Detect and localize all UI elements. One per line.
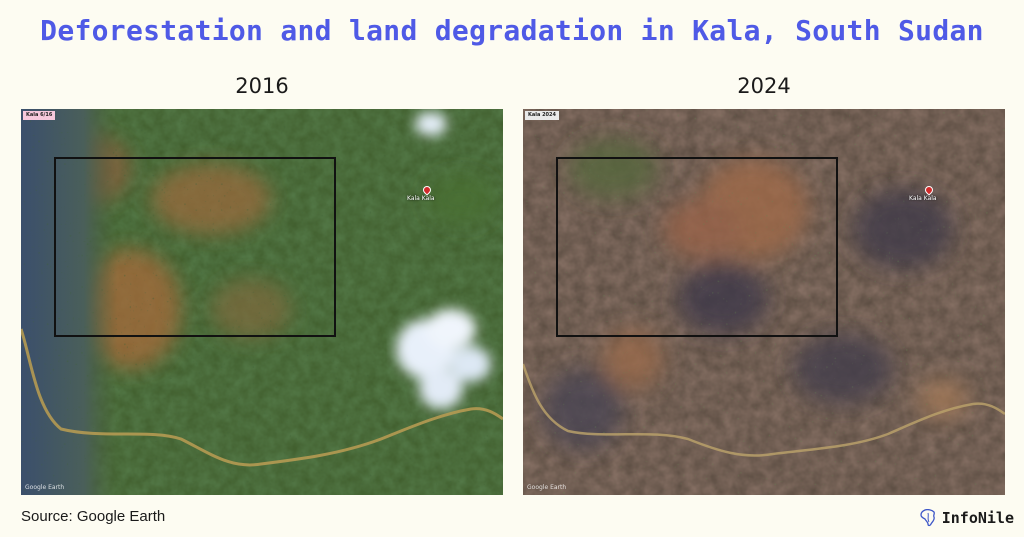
image-tag-2016: Kala 6/16 — [23, 111, 56, 120]
focus-area-box-2016 — [54, 157, 336, 337]
satellite-scene-2024 — [523, 109, 1005, 495]
source-caption: Source: Google Earth — [21, 508, 166, 525]
infonile-brand: InfoNile — [920, 509, 1014, 527]
satellite-scene-2016 — [21, 109, 503, 495]
google-earth-watermark-2024: Google Earth — [527, 484, 567, 491]
image-tag-2024: Kala 2024 — [525, 111, 559, 120]
africa-nile-icon — [920, 509, 935, 527]
place-label-2024: Kala Kala — [909, 195, 937, 202]
place-label-2016: Kala Kala — [407, 195, 435, 202]
page-title: Deforestation and land degradation in Ka… — [40, 14, 984, 47]
year-label-2024: 2024 — [737, 74, 791, 98]
google-earth-watermark-2016: Google Earth — [25, 484, 65, 491]
year-label-2016: 2016 — [235, 74, 289, 98]
satellite-image-2024: Kala 2024 Kala Kala Google Earth — [523, 109, 1005, 495]
satellite-image-2016: Kala 6/16 Kala Kala Google Earth — [21, 109, 503, 495]
focus-area-box-2024 — [556, 157, 838, 337]
brand-name: InfoNile — [941, 509, 1014, 527]
